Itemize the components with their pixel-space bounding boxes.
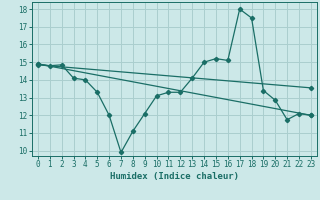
X-axis label: Humidex (Indice chaleur): Humidex (Indice chaleur) [110, 172, 239, 181]
